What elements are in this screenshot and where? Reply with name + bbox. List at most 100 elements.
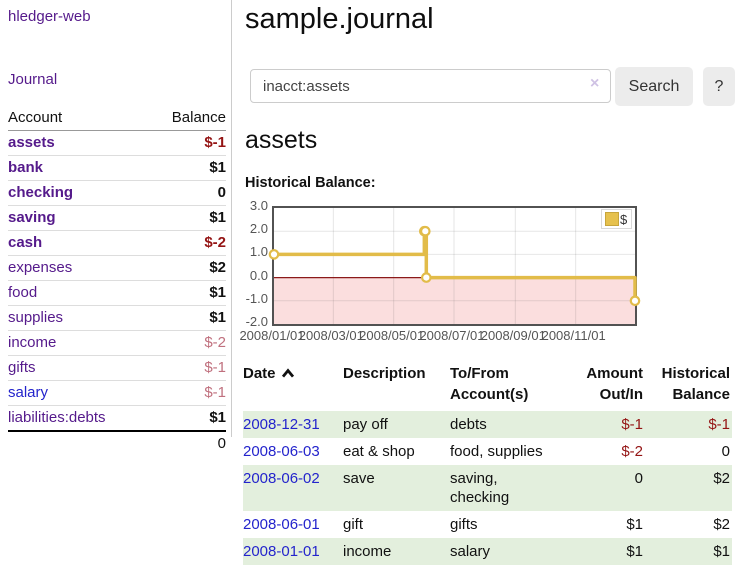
account-balance: $2 <box>148 255 226 281</box>
transaction-accounts: debts <box>450 416 487 433</box>
x-axis-tick-label: 2008/05/01 <box>359 328 425 343</box>
transaction-balance: $2 <box>713 516 730 533</box>
account-row: gifts $-1 <box>8 355 226 381</box>
account-row: saving $1 <box>8 205 226 231</box>
account-row: supplies $1 <box>8 305 226 331</box>
accounts-total-row: 0 <box>8 430 226 456</box>
legend-label: $ <box>620 211 628 227</box>
account-row: assets $-1 <box>8 131 226 156</box>
balance-column-header: Balance <box>148 105 226 131</box>
sidebar-accounts-table: Account Balance assets $-1 bank $1 check… <box>8 105 226 456</box>
account-balance: $-1 <box>148 380 226 406</box>
x-axis-tick-label: 2008/09/01 <box>480 328 546 343</box>
transaction-date-link[interactable]: 2008-06-02 <box>243 470 320 487</box>
account-row: expenses $2 <box>8 255 226 281</box>
account-link-supplies[interactable]: supplies <box>8 309 64 326</box>
account-link-gifts[interactable]: gifts <box>8 359 36 376</box>
sort-ascending-icon <box>281 368 294 378</box>
account-row: liabilities:debts $1 <box>8 405 226 431</box>
transaction-description: pay off <box>343 416 388 433</box>
transaction-amount: $-1 <box>621 416 643 433</box>
transaction-row: 2008-06-03 eat & shop food, supplies $-2… <box>243 438 732 465</box>
chart-title: Historical Balance: <box>245 175 376 191</box>
transaction-row: 2008-12-31 pay off debts $-1 $-1 <box>243 411 732 438</box>
accounts-column-header: To/From Account(s) <box>450 365 529 403</box>
balance-column-header: Historical Balance <box>661 365 730 403</box>
account-link-liabilities-debts[interactable]: liabilities:debts <box>8 409 106 426</box>
x-axis-tick-label: 2008/01/01 <box>239 328 305 343</box>
account-row: income $-2 <box>8 330 226 356</box>
chart-plot <box>268 206 641 326</box>
account-link-saving[interactable]: saving <box>8 209 56 226</box>
sidebar-header-row: Account Balance <box>8 105 226 131</box>
account-balance: $1 <box>148 405 226 431</box>
transaction-amount: 0 <box>634 470 643 487</box>
app-title-link[interactable]: hledger-web <box>8 8 91 25</box>
transaction-accounts: gifts <box>450 516 478 533</box>
account-link-expenses[interactable]: expenses <box>8 259 73 276</box>
y-axis-tick-label: 2.0 <box>249 221 268 237</box>
transaction-description: gift <box>343 516 364 533</box>
account-link-food[interactable]: food <box>8 284 38 301</box>
transaction-date-link[interactable]: 2008-06-01 <box>243 516 320 533</box>
clear-search-icon[interactable]: × <box>590 75 600 92</box>
date-column-header[interactable]: Date <box>243 361 343 411</box>
chart-y-axis: 3.0 2.0 1.0 0.0 -1.0 -2.0 <box>238 198 268 329</box>
account-balance: $-1 <box>204 134 226 151</box>
transaction-date-link[interactable]: 2008-06-03 <box>243 443 320 460</box>
transaction-accounts: food, supplies <box>450 443 543 460</box>
transaction-balance: $1 <box>713 543 730 560</box>
y-axis-tick-label: -2.0 <box>245 314 268 329</box>
account-link-income[interactable]: income <box>8 334 57 351</box>
chart-x-axis: 2008/01/01 2008/03/01 2008/05/01 2008/07/01… <box>239 328 633 344</box>
accounts-total-value: 0 <box>148 430 226 456</box>
chart-legend: $ <box>601 209 633 229</box>
account-balance: $-2 <box>148 330 226 356</box>
description-column-header: Description <box>343 365 426 382</box>
account-balance: $1 <box>148 280 226 306</box>
x-axis-tick-label: 2008/11/01 <box>541 328 606 343</box>
account-link-cash[interactable]: cash <box>8 234 43 251</box>
x-axis-tick-label: 2008/03/01 <box>298 328 364 343</box>
account-row: food $1 <box>8 280 226 306</box>
account-row: salary $-1 <box>8 380 226 406</box>
transaction-amount: $1 <box>626 543 643 560</box>
search-input[interactable] <box>250 69 611 103</box>
transaction-description: eat & shop <box>343 443 415 460</box>
amount-column-header: Amount Out/In <box>586 365 643 403</box>
search-button[interactable]: Search <box>615 67 693 106</box>
account-row: cash $-2 <box>8 230 226 256</box>
transaction-date-link[interactable]: 2008-01-01 <box>243 543 320 560</box>
account-row: checking 0 <box>8 180 226 206</box>
y-axis-tick-label: 1.0 <box>249 244 268 260</box>
transaction-amount: $1 <box>626 516 643 533</box>
transaction-accounts: salary <box>450 543 491 560</box>
account-balance: $1 <box>148 155 226 181</box>
account-balance: $-2 <box>148 230 226 256</box>
y-axis-tick-label: 0.0 <box>249 267 268 283</box>
transaction-row: 2008-06-01 gift gifts $1 $2 <box>243 511 732 538</box>
account-link-assets[interactable]: assets <box>8 134 55 151</box>
account-heading: assets <box>245 126 318 154</box>
x-axis-tick-label: 2008/07/01 <box>419 328 485 343</box>
y-axis-tick-label: 3.0 <box>249 198 268 213</box>
account-link-bank[interactable]: bank <box>8 159 44 176</box>
account-row: bank $1 <box>8 155 226 181</box>
balance-line-chart <box>268 208 641 324</box>
account-balance: $1 <box>148 205 226 231</box>
account-column-header: Account <box>8 105 149 131</box>
account-link-checking[interactable]: checking <box>8 184 74 201</box>
transaction-amount: $-2 <box>621 443 643 460</box>
sidebar-item-journal[interactable]: Journal <box>8 71 58 88</box>
transaction-description: income <box>343 543 392 560</box>
help-button[interactable]: ? <box>703 67 735 106</box>
sidebar-divider <box>231 0 232 437</box>
transaction-row: 2008-06-02 save saving, checking 0 $2 <box>243 465 732 511</box>
transaction-accounts: saving, checking <box>450 470 510 506</box>
account-link-salary[interactable]: salary <box>8 384 49 401</box>
transaction-balance: 0 <box>721 443 730 460</box>
transaction-date-link[interactable]: 2008-12-31 <box>243 416 320 433</box>
account-balance: $-1 <box>148 355 226 381</box>
transaction-description: save <box>343 470 375 487</box>
